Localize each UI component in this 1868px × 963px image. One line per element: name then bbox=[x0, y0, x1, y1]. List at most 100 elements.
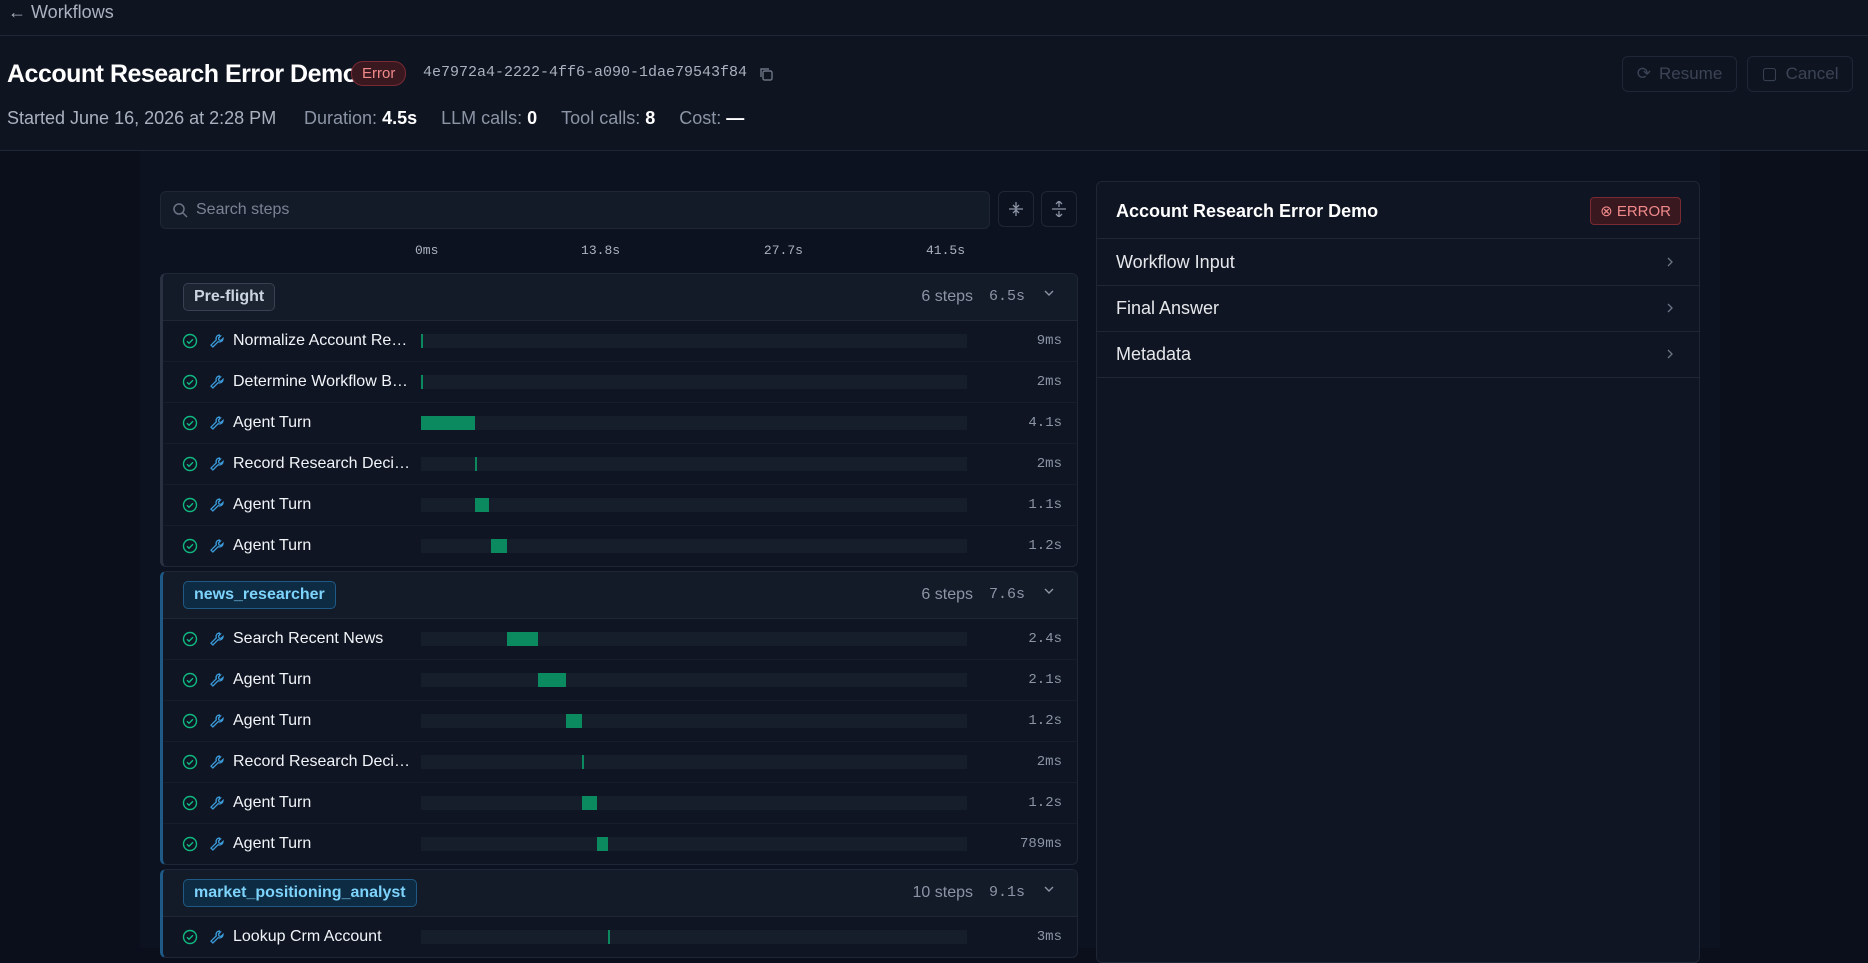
step-duration: 2ms bbox=[1036, 374, 1062, 390]
step-row[interactable]: Record Research Deci… 2ms bbox=[163, 444, 1077, 485]
status-badge: Error bbox=[351, 61, 407, 86]
stat-value: 4.5s bbox=[382, 108, 418, 128]
step-duration: 2ms bbox=[1036, 456, 1062, 472]
duration-bar bbox=[421, 375, 423, 389]
stat: LLM calls: 0 bbox=[441, 108, 537, 129]
step-duration: 1.2s bbox=[1028, 538, 1062, 554]
step-name: Normalize Account Re… bbox=[233, 332, 408, 349]
tick-label: 13.8s bbox=[581, 243, 621, 258]
bar-track bbox=[421, 755, 967, 769]
search-box[interactable]: Search steps bbox=[160, 191, 990, 229]
step-name: Search Recent News bbox=[233, 630, 384, 647]
bar-track bbox=[421, 673, 967, 687]
run-id: 4e7972a4-2222-4ff6-a090-1dae79543f84 bbox=[423, 64, 748, 81]
cancel-button[interactable]: ▢ Cancel bbox=[1747, 56, 1853, 92]
step-row[interactable]: Record Research Deci… 2ms bbox=[163, 742, 1077, 783]
bar-track bbox=[421, 334, 967, 348]
back-text[interactable]: Workflows bbox=[31, 2, 114, 22]
step-row[interactable]: Agent Turn 1.2s bbox=[163, 783, 1077, 824]
bar-track bbox=[421, 539, 967, 553]
step-duration: 4.1s bbox=[1028, 415, 1062, 431]
bar-track bbox=[421, 416, 967, 430]
step-duration: 1.2s bbox=[1028, 795, 1062, 811]
group-steps: 10 steps bbox=[912, 884, 973, 901]
step-row[interactable]: Agent Turn 1.1s bbox=[163, 485, 1077, 526]
step-group: Pre-flight 6 steps 6.5s Normalize Account R… bbox=[160, 273, 1078, 567]
step-name: Determine Workflow B… bbox=[233, 373, 408, 390]
resume-button[interactable]: ⟳ Resume bbox=[1622, 56, 1737, 92]
bar-track bbox=[421, 837, 967, 851]
step-row[interactable]: Agent Turn 1.2s bbox=[163, 526, 1077, 566]
stat-label: LLM calls: bbox=[441, 108, 523, 128]
group-header[interactable]: news_researcher 6 steps 7.6s bbox=[163, 572, 1077, 619]
panel-section[interactable]: Workflow Input bbox=[1097, 239, 1699, 286]
duration-bar bbox=[421, 416, 475, 430]
bar-track bbox=[421, 930, 967, 944]
step-row[interactable]: Normalize Account Re… 9ms bbox=[163, 321, 1077, 362]
panel-section[interactable]: Metadata bbox=[1097, 331, 1699, 378]
step-name: Agent Turn bbox=[233, 794, 312, 811]
step-row[interactable]: Agent Turn 2.1s bbox=[163, 660, 1077, 701]
step-duration: 1.2s bbox=[1028, 713, 1062, 729]
back-link[interactable]: ← Workflows bbox=[8, 2, 114, 22]
group-header[interactable]: market_positioning_analyst 10 steps 9.1s bbox=[163, 870, 1077, 917]
button-label[interactable]: Resume bbox=[1658, 64, 1723, 83]
step-row[interactable]: Lookup Crm Account 3ms bbox=[163, 917, 1077, 957]
stat: Tool calls: 8 bbox=[561, 108, 655, 129]
bar-track bbox=[421, 714, 967, 728]
copy-icon[interactable] bbox=[758, 66, 774, 82]
stat-label: Tool calls: bbox=[561, 108, 641, 128]
chevron[interactable] bbox=[1043, 882, 1055, 900]
bar-track bbox=[421, 457, 967, 471]
step-group: news_researcher 6 steps 7.6s Search Recent … bbox=[160, 571, 1078, 865]
bar-track bbox=[421, 632, 967, 646]
step-duration: 1.1s bbox=[1028, 497, 1062, 513]
panel-title: Account Research Error Demo bbox=[1116, 201, 1379, 221]
step-duration: 9ms bbox=[1036, 333, 1062, 349]
duration-bar bbox=[607, 930, 610, 944]
tick-label: 27.7s bbox=[763, 243, 803, 258]
step-row[interactable]: Agent Turn 1.2s bbox=[163, 701, 1077, 742]
duration-bar bbox=[581, 755, 584, 769]
group-name: Pre-flight bbox=[183, 283, 276, 311]
bar-track bbox=[421, 375, 967, 389]
duration-bar bbox=[597, 837, 608, 851]
duration-bar bbox=[565, 714, 582, 728]
panel-section[interactable]: Final Answer bbox=[1097, 285, 1699, 332]
chevron[interactable] bbox=[1043, 584, 1055, 602]
chevron[interactable] bbox=[1043, 286, 1055, 304]
step-row[interactable]: Search Recent News 2.4s bbox=[163, 619, 1077, 660]
divider bbox=[0, 35, 1868, 36]
step-duration: 789ms bbox=[1019, 836, 1062, 852]
section-title: Metadata bbox=[1116, 344, 1192, 364]
stat-label: Cost: bbox=[679, 108, 722, 128]
time-axis: 0ms 13.8s 27.7s 41.5s bbox=[415, 243, 965, 263]
duration-bar bbox=[474, 498, 490, 512]
group-duration: 6.5s bbox=[988, 288, 1025, 305]
step-duration: 2.4s bbox=[1028, 631, 1062, 647]
group-steps: 6 steps bbox=[921, 586, 973, 603]
step-row[interactable]: Determine Workflow B… 2ms bbox=[163, 362, 1077, 403]
panel-status: ⊗ ERROR bbox=[1590, 197, 1681, 225]
divider bbox=[1097, 238, 1699, 239]
expand-button[interactable] bbox=[1041, 191, 1077, 227]
button-label[interactable]: Cancel bbox=[1785, 64, 1839, 83]
step-name: Agent Turn bbox=[233, 414, 312, 431]
stat-value: 0 bbox=[527, 108, 538, 128]
group-duration: 7.6s bbox=[988, 586, 1025, 603]
tick-label: 0ms bbox=[415, 243, 439, 258]
collapse-button[interactable] bbox=[998, 191, 1034, 227]
step-name: Agent Turn bbox=[233, 712, 312, 729]
step-row[interactable]: Agent Turn 789ms bbox=[163, 824, 1077, 864]
section-title: Final Answer bbox=[1116, 298, 1220, 318]
group-header[interactable]: Pre-flight 6 steps 6.5s bbox=[163, 274, 1077, 321]
group-duration: 9.1s bbox=[988, 884, 1025, 901]
stat-value: — bbox=[726, 108, 745, 128]
duration-bar bbox=[538, 673, 566, 687]
step-row[interactable]: Agent Turn 4.1s bbox=[163, 403, 1077, 444]
step-duration: 2ms bbox=[1036, 754, 1062, 770]
step-duration: 2.1s bbox=[1028, 672, 1062, 688]
duration-bar bbox=[474, 457, 477, 471]
step-name: Agent Turn bbox=[233, 537, 312, 554]
group-steps: 6 steps bbox=[921, 288, 973, 305]
